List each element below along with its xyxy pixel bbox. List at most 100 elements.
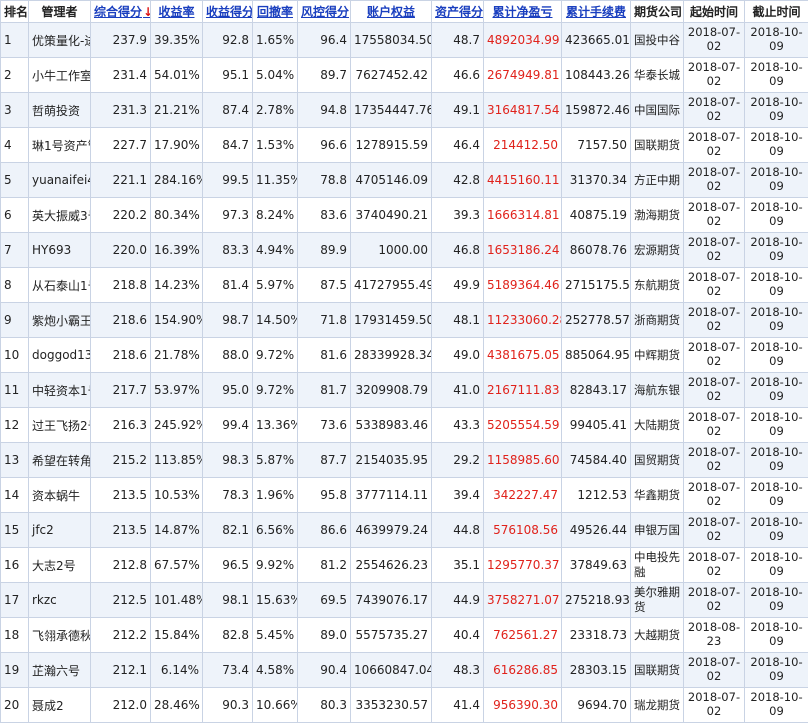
cell-equity: 3740490.21: [351, 198, 432, 233]
cell-manager[interactable]: 过王飞扬2号: [29, 408, 91, 443]
cell-drawdown: 11.35%: [253, 163, 298, 198]
cell-end-date: 2018-10-09: [745, 618, 808, 653]
cell-manager[interactable]: 小牛工作室: [29, 58, 91, 93]
cell-manager[interactable]: 中轻资本1号: [29, 373, 91, 408]
header-score-sort[interactable]: 综合得分↓: [91, 1, 151, 23]
cell-company: 方正中期: [631, 163, 684, 198]
header-return-score-sort[interactable]: 收益得分: [203, 1, 253, 23]
cell-net-pnl: 11233060.28: [484, 303, 562, 338]
cell-manager[interactable]: 大志2号: [29, 548, 91, 583]
cell-manager[interactable]: 资本蜗牛: [29, 478, 91, 513]
header-drawdown-sort[interactable]: 回撤率: [253, 1, 298, 23]
cell-return-score: 84.7: [203, 128, 253, 163]
cell-company: 国贸期货: [631, 443, 684, 478]
header-return-rate-sort[interactable]: 收益率: [151, 1, 203, 23]
table-row[interactable]: 12过王飞扬2号216.3245.92%99.413.36%73.6533898…: [1, 408, 808, 443]
cell-equity: 28339928.34: [351, 338, 432, 373]
table-row[interactable]: 11中轻资本1号217.753.97%95.09.72%81.73209908.…: [1, 373, 808, 408]
header-net-pnl-sort[interactable]: 累计净盈亏: [484, 1, 562, 23]
cell-net-pnl: 214412.50: [484, 128, 562, 163]
table-row[interactable]: 8从石泰山1号218.814.23%81.45.97%87.541727955.…: [1, 268, 808, 303]
cell-rank: 3: [1, 93, 29, 128]
cell-company: 国投中谷: [631, 23, 684, 58]
header-rank: 排名: [1, 1, 29, 23]
cell-fees: 2715175.54: [562, 268, 631, 303]
cell-score: 213.5: [91, 478, 151, 513]
cell-company: 中电投先融: [631, 548, 684, 583]
cell-manager[interactable]: 琳1号资产管: [29, 128, 91, 163]
cell-end-date: 2018-10-09: [745, 233, 808, 268]
header-fees-sort[interactable]: 累计手续费: [562, 1, 631, 23]
cell-equity: 3209908.79: [351, 373, 432, 408]
cell-equity: 4639979.24: [351, 513, 432, 548]
cell-manager[interactable]: 紫炮小霸王: [29, 303, 91, 338]
header-risk-score-sort[interactable]: 风控得分: [298, 1, 351, 23]
table-row[interactable]: 4琳1号资产管227.717.90%84.71.53%96.61278915.5…: [1, 128, 808, 163]
table-row[interactable]: 6英大振威3号220.280.34%97.38.24%83.63740490.2…: [1, 198, 808, 233]
cell-start-date: 2018-07-02: [684, 443, 745, 478]
cell-asset-score: 48.1: [432, 303, 484, 338]
cell-return-score: 73.4: [203, 653, 253, 688]
cell-drawdown: 9.92%: [253, 548, 298, 583]
cell-manager[interactable]: 飞翎承德秋: [29, 618, 91, 653]
cell-net-pnl: 956390.30: [484, 688, 562, 723]
cell-fees: 275218.93: [562, 583, 631, 618]
cell-start-date: 2018-07-02: [684, 513, 745, 548]
cell-manager[interactable]: jfc2: [29, 513, 91, 548]
cell-company: 国联期货: [631, 128, 684, 163]
cell-start-date: 2018-07-02: [684, 478, 745, 513]
cell-manager[interactable]: 哲萌投资: [29, 93, 91, 128]
cell-start-date: 2018-07-02: [684, 303, 745, 338]
cell-asset-score: 29.2: [432, 443, 484, 478]
cell-risk-score: 86.6: [298, 513, 351, 548]
header-asset-score-sort[interactable]: 资产得分: [432, 1, 484, 23]
cell-score: 212.2: [91, 618, 151, 653]
cell-drawdown: 4.94%: [253, 233, 298, 268]
cell-start-date: 2018-07-02: [684, 653, 745, 688]
cell-asset-score: 41.4: [432, 688, 484, 723]
cell-equity: 17558034.50: [351, 23, 432, 58]
cell-manager[interactable]: yuanaifei4: [29, 163, 91, 198]
cell-manager[interactable]: HY693: [29, 233, 91, 268]
cell-manager[interactable]: 希望在转角: [29, 443, 91, 478]
cell-start-date: 2018-07-02: [684, 58, 745, 93]
cell-asset-score: 43.3: [432, 408, 484, 443]
cell-start-date: 2018-07-02: [684, 163, 745, 198]
cell-manager[interactable]: doggod13: [29, 338, 91, 373]
cell-drawdown: 8.24%: [253, 198, 298, 233]
cell-manager[interactable]: 英大振威3号: [29, 198, 91, 233]
cell-return-rate: 39.35%: [151, 23, 203, 58]
cell-fees: 28303.15: [562, 653, 631, 688]
cell-return-rate: 21.21%: [151, 93, 203, 128]
cell-start-date: 2018-07-02: [684, 373, 745, 408]
cell-end-date: 2018-10-09: [745, 93, 808, 128]
cell-manager[interactable]: 聂成2: [29, 688, 91, 723]
header-equity-sort[interactable]: 账户权益: [351, 1, 432, 23]
cell-manager[interactable]: 从石泰山1号: [29, 268, 91, 303]
cell-manager[interactable]: rkzc: [29, 583, 91, 618]
cell-manager[interactable]: 芷瀚六号: [29, 653, 91, 688]
cell-return-score: 96.5: [203, 548, 253, 583]
cell-manager[interactable]: 优策量化-进: [29, 23, 91, 58]
cell-fees: 1212.53: [562, 478, 631, 513]
cell-risk-score: 83.6: [298, 198, 351, 233]
cell-return-rate: 17.90%: [151, 128, 203, 163]
cell-rank: 12: [1, 408, 29, 443]
